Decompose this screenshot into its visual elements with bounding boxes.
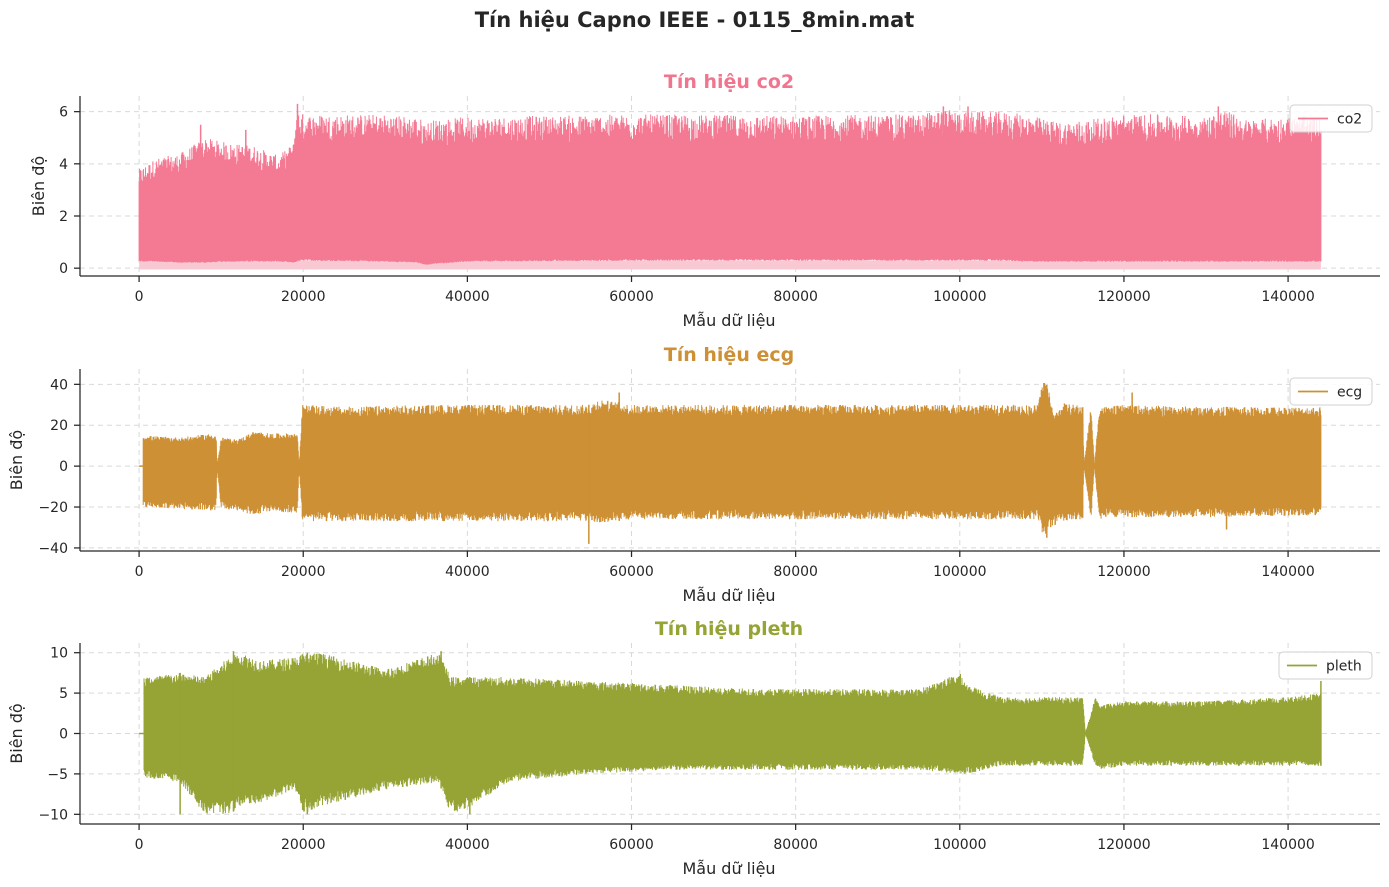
x-tick-label: 60000 [609, 837, 654, 853]
x-tick-label: 60000 [609, 564, 654, 580]
x-tick-label: 120000 [1097, 837, 1150, 853]
series-pleth [139, 651, 1322, 815]
x-tick-label: 40000 [445, 289, 490, 305]
x-tick-label: 140000 [1261, 837, 1314, 853]
x-tick-label: 40000 [445, 837, 490, 853]
x-tick-label: 0 [135, 289, 144, 305]
y-tick-label: 0 [59, 727, 68, 743]
legend-label: pleth [1326, 659, 1362, 675]
x-tick-label: 0 [135, 564, 144, 580]
x-tick-label: 120000 [1097, 289, 1150, 305]
legend-label: co2 [1337, 112, 1362, 128]
series-line-ecg [142, 382, 1322, 534]
legend: co2 [1289, 104, 1373, 133]
subplot-title: Tín hiệu pleth [655, 618, 803, 640]
x-tick-label: 0 [135, 837, 144, 853]
x-axis-label: Mẫu dữ liệu [682, 311, 775, 330]
x-tick-label: 20000 [281, 837, 326, 853]
legend: pleth [1278, 651, 1373, 680]
y-tick-label: −10 [38, 807, 68, 823]
figure-title: Tín hiệu Capno IEEE - 0115_8min.mat [474, 8, 915, 32]
x-tick-label: 20000 [281, 289, 326, 305]
x-tick-label: 80000 [773, 289, 818, 305]
y-tick-label: 0 [59, 459, 68, 475]
x-tick-label: 80000 [773, 837, 818, 853]
series-line-co2 [138, 110, 1322, 265]
x-tick-label: 100000 [933, 289, 986, 305]
x-tick-label: 100000 [933, 564, 986, 580]
series-line-pleth [143, 653, 1322, 814]
x-tick-label: 140000 [1261, 289, 1314, 305]
x-tick-label: 40000 [445, 564, 490, 580]
y-tick-label: 4 [59, 157, 68, 173]
y-tick-label: 5 [59, 686, 68, 702]
y-tick-label: −5 [47, 767, 68, 783]
y-tick-label: −40 [38, 541, 68, 557]
x-tick-label: 140000 [1261, 564, 1314, 580]
x-tick-label: 60000 [609, 289, 654, 305]
subplot-title: Tín hiệu ecg [664, 344, 794, 366]
legend-box [1289, 104, 1373, 133]
series-co2 [138, 103, 1322, 270]
y-tick-label: 40 [50, 377, 68, 393]
y-axis-label: Biên độ [7, 703, 26, 763]
x-axis-label: Mẫu dữ liệu [682, 586, 775, 605]
y-tick-label: 10 [50, 646, 68, 662]
subplot-title: Tín hiệu co2 [664, 71, 794, 93]
x-tick-label: 80000 [773, 564, 818, 580]
x-axis-label: Mẫu dữ liệu [682, 859, 775, 878]
series-ecg [139, 382, 1322, 544]
y-tick-label: 20 [50, 418, 68, 434]
y-axis-label: Biên độ [7, 430, 26, 490]
series-baseline-band [139, 260, 1321, 270]
x-tick-label: 100000 [933, 837, 986, 853]
y-tick-label: 2 [59, 209, 68, 225]
x-tick-label: 120000 [1097, 564, 1150, 580]
x-tick-label: 20000 [281, 564, 326, 580]
legend-label: ecg [1337, 385, 1362, 401]
legend-box [1289, 377, 1373, 406]
subplot-ecg: 0 20000 40000 60000 80000 100000 120000 140000 −… [7, 344, 1380, 605]
y-tick-label: −20 [38, 500, 68, 516]
y-axis-label: Biên độ [29, 156, 48, 216]
legend-box [1278, 651, 1373, 680]
subplot-pleth: 0 20000 40000 60000 80000 100000 120000 140000 −… [7, 618, 1380, 878]
y-tick-label: 6 [59, 105, 68, 121]
subplot-co2: 0 20000 40000 60000 80000 100000 120000 140000 0… [29, 71, 1380, 330]
legend: ecg [1289, 377, 1373, 406]
y-tick-label: 0 [59, 261, 68, 277]
